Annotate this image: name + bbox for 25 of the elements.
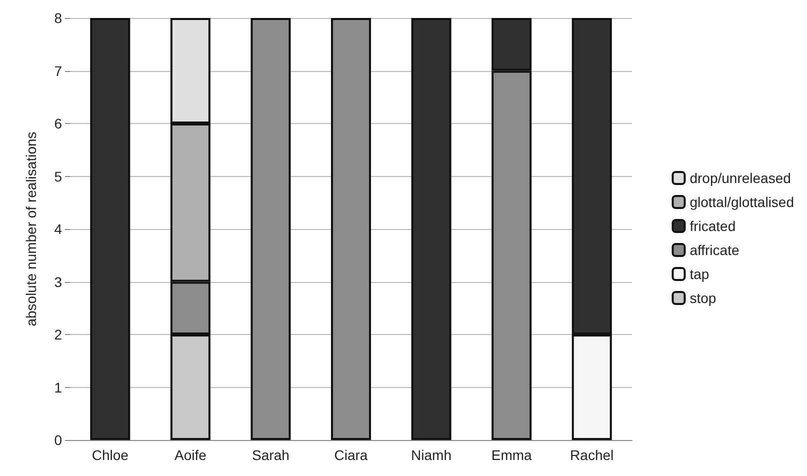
y-tick-label: 1 bbox=[54, 379, 62, 396]
x-tick-label: Sarah bbox=[252, 447, 290, 463]
y-tick-label: 0 bbox=[54, 432, 62, 448]
x-tick-label: Emma bbox=[491, 447, 532, 463]
legend-label: fricated bbox=[690, 218, 736, 234]
y-tick-label: 4 bbox=[54, 221, 62, 237]
y-axis-title: absolute number of realisations bbox=[23, 132, 39, 326]
x-tick-label: Niamh bbox=[411, 447, 452, 463]
legend-label: stop bbox=[690, 290, 716, 306]
y-tick-label: 6 bbox=[54, 116, 62, 132]
bar bbox=[90, 18, 130, 440]
y-tick-label: 3 bbox=[54, 274, 62, 290]
x-tick-label: Ciara bbox=[334, 447, 368, 463]
y-tick-label: 2 bbox=[54, 326, 62, 342]
bar bbox=[411, 18, 452, 440]
legend-label: glottal/glottalised bbox=[690, 194, 794, 210]
legend-label: affricate bbox=[690, 242, 740, 258]
y-tick-label: 8 bbox=[54, 10, 62, 26]
legend-label: drop/unreleased bbox=[690, 170, 791, 186]
x-tick-label: Chloe bbox=[92, 447, 129, 463]
legend-label: tap bbox=[690, 266, 710, 282]
y-tick-label: 5 bbox=[54, 168, 62, 184]
y-tick-label: 7 bbox=[54, 62, 62, 79]
x-tick-label: Aoife bbox=[174, 447, 207, 463]
x-tick-label: Rachel bbox=[570, 447, 614, 463]
